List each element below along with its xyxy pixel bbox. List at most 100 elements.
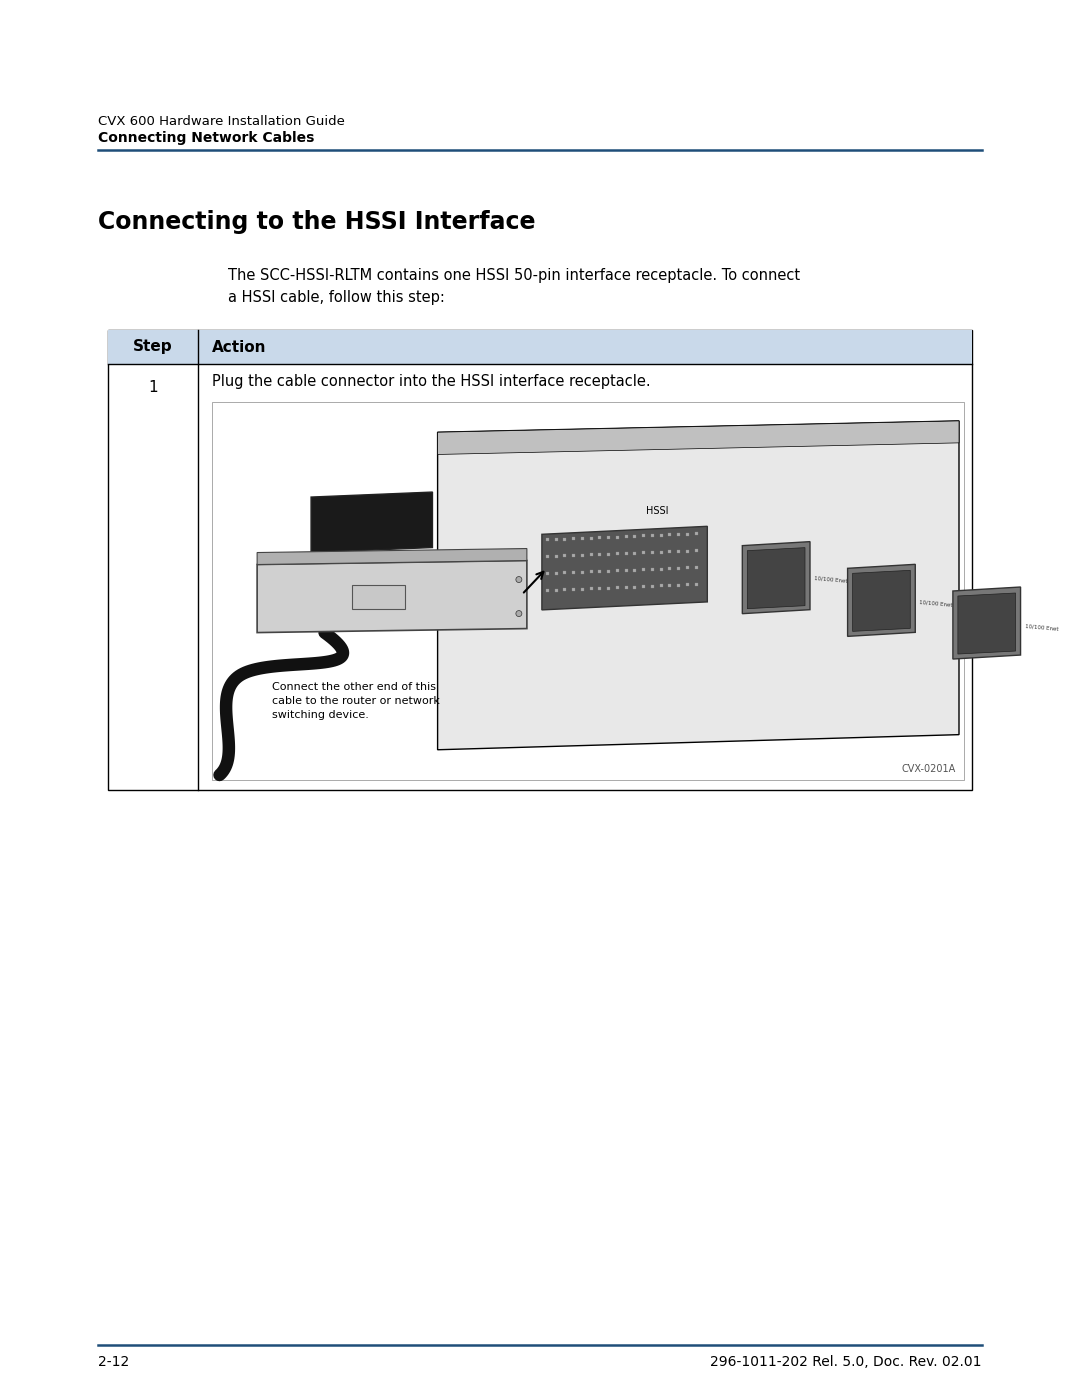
Circle shape xyxy=(516,610,522,616)
Bar xyxy=(669,550,672,553)
Polygon shape xyxy=(852,570,910,631)
Text: CVX 600 Hardware Installation Guide: CVX 600 Hardware Installation Guide xyxy=(98,115,345,129)
Bar xyxy=(643,585,645,588)
Polygon shape xyxy=(257,549,527,564)
Bar xyxy=(643,569,645,571)
Bar xyxy=(564,588,566,591)
Bar xyxy=(624,585,627,590)
Bar xyxy=(581,553,584,557)
Bar xyxy=(572,555,576,557)
Bar xyxy=(660,550,663,553)
Polygon shape xyxy=(437,420,959,454)
Bar xyxy=(677,567,680,570)
Bar xyxy=(624,552,627,555)
Bar xyxy=(555,571,557,574)
Bar xyxy=(545,573,549,576)
Text: 1: 1 xyxy=(148,380,158,395)
Bar xyxy=(616,587,619,590)
Text: The SCC-HSSI-RLTM contains one HSSI 50-pin interface receptacle. To connect: The SCC-HSSI-RLTM contains one HSSI 50-p… xyxy=(228,268,800,284)
Bar xyxy=(677,584,680,587)
Bar xyxy=(624,535,627,538)
Bar xyxy=(590,570,593,573)
Text: HSSI: HSSI xyxy=(647,506,669,517)
Bar xyxy=(555,538,557,541)
Polygon shape xyxy=(437,420,959,750)
Bar xyxy=(590,536,593,539)
Bar xyxy=(643,552,645,555)
Text: a HSSI cable, follow this step:: a HSSI cable, follow this step: xyxy=(228,291,445,305)
Bar xyxy=(660,534,663,536)
Bar xyxy=(108,330,972,789)
Bar xyxy=(581,536,584,539)
Bar xyxy=(555,588,557,592)
Bar xyxy=(694,583,698,587)
Bar xyxy=(581,571,584,574)
Text: Action: Action xyxy=(212,339,267,355)
Bar xyxy=(651,534,653,536)
Bar xyxy=(616,552,619,556)
Text: Plug the cable connector into the HSSI interface receptacle.: Plug the cable connector into the HSSI i… xyxy=(212,374,650,388)
Polygon shape xyxy=(742,542,810,613)
Bar xyxy=(598,553,602,556)
Bar xyxy=(669,534,672,536)
Polygon shape xyxy=(953,587,1021,659)
Bar xyxy=(607,536,610,539)
Bar xyxy=(108,330,972,365)
Bar xyxy=(686,549,689,553)
Bar xyxy=(598,570,602,573)
Text: Step: Step xyxy=(133,339,173,355)
Bar xyxy=(598,536,602,539)
Text: CVX-0201A: CVX-0201A xyxy=(902,764,956,774)
Bar xyxy=(572,571,576,574)
Bar xyxy=(633,585,636,588)
Bar xyxy=(598,587,602,590)
Bar xyxy=(686,532,689,535)
Bar xyxy=(545,555,549,559)
Polygon shape xyxy=(747,548,805,609)
Bar xyxy=(616,535,619,538)
Bar xyxy=(651,550,653,555)
Polygon shape xyxy=(257,560,527,633)
Text: 10/100 Enet: 10/100 Enet xyxy=(919,599,953,608)
Bar xyxy=(545,538,549,541)
Bar xyxy=(633,552,636,555)
Bar xyxy=(694,532,698,535)
Text: Connect the other end of this: Connect the other end of this xyxy=(272,682,436,692)
Bar xyxy=(572,588,576,591)
Bar xyxy=(590,553,593,556)
Text: switching device.: switching device. xyxy=(272,710,369,719)
Text: 10/100 Enet: 10/100 Enet xyxy=(814,576,848,584)
Bar xyxy=(633,535,636,538)
Bar xyxy=(212,402,964,780)
Bar xyxy=(669,567,672,570)
Bar xyxy=(564,555,566,557)
Polygon shape xyxy=(311,492,432,553)
Text: Connecting Network Cables: Connecting Network Cables xyxy=(98,131,314,145)
Bar xyxy=(660,584,663,588)
Text: cable to the router or network: cable to the router or network xyxy=(272,696,440,705)
Circle shape xyxy=(516,577,522,583)
Bar xyxy=(572,538,576,541)
Bar xyxy=(677,550,680,553)
Text: Connecting to the HSSI Interface: Connecting to the HSSI Interface xyxy=(98,210,536,235)
Bar xyxy=(624,569,627,571)
Text: 10/100 Enet: 10/100 Enet xyxy=(1025,623,1058,631)
Bar xyxy=(607,553,610,556)
Bar xyxy=(677,534,680,536)
Polygon shape xyxy=(958,592,1015,654)
Bar xyxy=(633,569,636,571)
Bar xyxy=(564,571,566,574)
Bar xyxy=(545,590,549,592)
Bar xyxy=(686,567,689,570)
Polygon shape xyxy=(848,564,915,637)
Bar xyxy=(694,566,698,569)
Bar xyxy=(651,585,653,588)
Polygon shape xyxy=(542,527,707,610)
Bar xyxy=(686,584,689,587)
Bar xyxy=(607,587,610,590)
Bar xyxy=(351,585,405,609)
Bar xyxy=(694,549,698,552)
Bar xyxy=(616,570,619,573)
Bar xyxy=(555,555,557,557)
Bar xyxy=(660,567,663,570)
